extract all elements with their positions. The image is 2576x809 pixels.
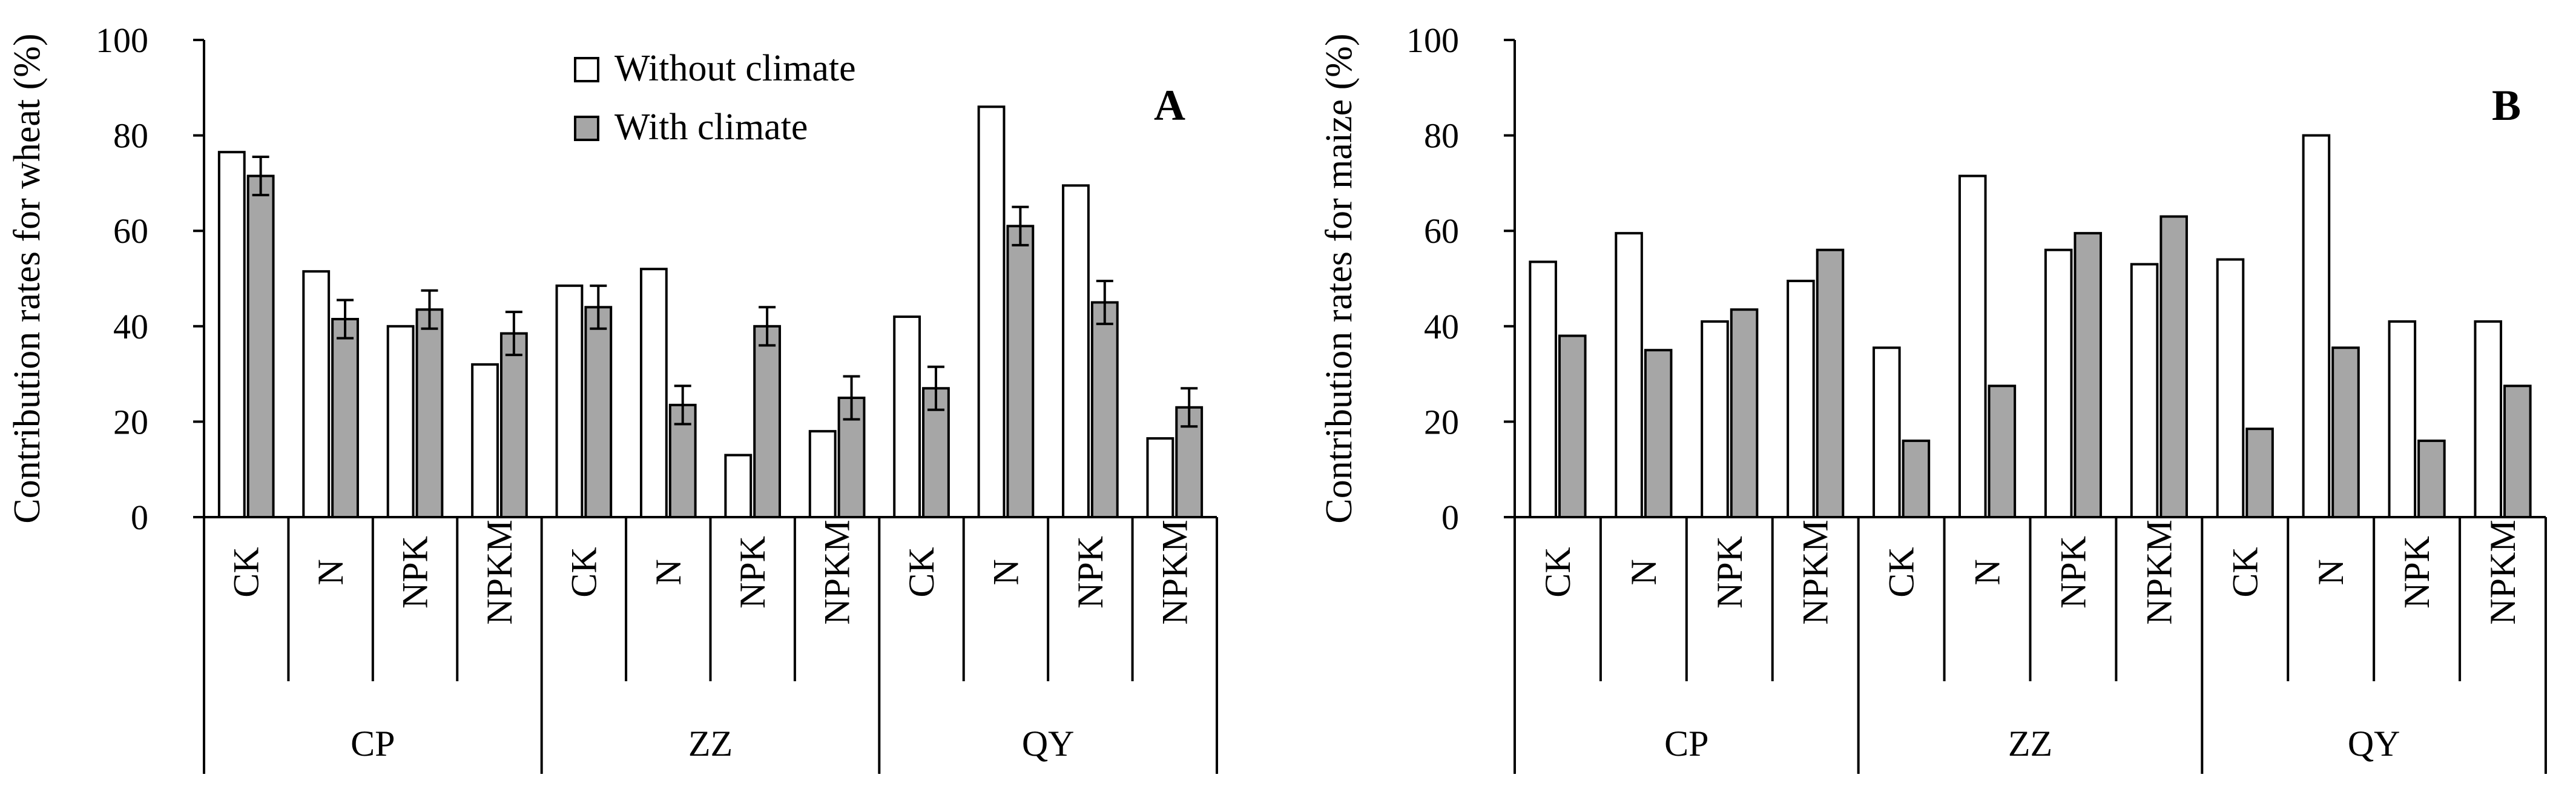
bar-without-climate	[1062, 184, 1090, 518]
bar-without-climate	[1529, 260, 1557, 518]
bar-with-climate	[1558, 334, 1587, 518]
bar-with-climate	[1730, 308, 1759, 518]
group-label: QY	[2348, 724, 2400, 764]
bar-without-climate	[2474, 320, 2503, 518]
panel-label: A	[1154, 81, 1185, 130]
bar-without-climate	[1787, 279, 1815, 518]
category-label: NPKM	[2483, 520, 2523, 624]
bar-with-climate	[2245, 428, 2274, 518]
category-label: CK	[901, 547, 941, 597]
bar-without-climate	[808, 430, 837, 518]
category-label: N	[2311, 559, 2351, 585]
category-label: CK	[564, 547, 604, 597]
bar-without-climate	[555, 284, 584, 518]
legend-swatch-with-climate	[574, 116, 599, 141]
bar-without-climate	[2216, 258, 2245, 518]
category-label: CK	[2225, 547, 2265, 597]
bar-without-climate	[1958, 174, 1987, 518]
bar-with-climate	[2159, 215, 2188, 518]
y-tick-label: 60	[1424, 211, 1459, 251]
bar-with-climate	[2074, 232, 2103, 518]
group-label: ZZ	[688, 724, 733, 764]
category-label: N	[648, 559, 688, 585]
bar-with-climate	[1902, 439, 1931, 518]
category-label: N	[311, 559, 351, 585]
y-tick-label: 0	[131, 498, 148, 537]
bar-without-climate	[302, 270, 331, 518]
category-label: N	[986, 559, 1026, 585]
category-label: N	[1968, 559, 2008, 585]
bar-with-climate	[1006, 225, 1035, 518]
bar-without-climate	[386, 325, 415, 518]
category-label: CK	[1882, 547, 1922, 597]
bar-without-climate	[217, 151, 246, 518]
bar-with-climate	[2331, 346, 2360, 518]
bar-without-climate	[724, 454, 753, 518]
panel-b-maize: 0 20 40 60 80 100 Contribution rates for maize…	[1319, 21, 2547, 774]
bar-with-climate	[1090, 301, 1119, 518]
bar-with-climate	[499, 332, 528, 518]
category-label: NPK	[733, 536, 772, 609]
group-label: CP	[351, 724, 395, 764]
y-tick-label: 80	[113, 116, 148, 156]
category-label: NPK	[2397, 536, 2437, 609]
bar-with-climate	[1988, 385, 2017, 518]
y-tick-label: 20	[113, 402, 148, 441]
bar-without-climate	[639, 268, 668, 518]
category-label: NPK	[2053, 536, 2093, 609]
y-tick-label: 80	[1424, 116, 1459, 156]
bar-with-climate	[2417, 439, 2446, 518]
y-tick-label: 40	[113, 307, 148, 346]
bar-without-climate	[2044, 248, 2073, 518]
bar-with-climate	[1816, 248, 1845, 518]
panel-label: B	[2492, 81, 2521, 130]
bar-without-climate	[1701, 320, 1729, 518]
bar-with-climate	[331, 317, 359, 518]
category-label: CK	[1538, 547, 1578, 597]
bar-with-climate	[246, 174, 275, 518]
bar-with-climate	[2503, 385, 2532, 518]
y-axis-label: Contribution rates for maize (%)	[1319, 33, 1360, 523]
category-label: NPKM	[479, 520, 519, 624]
category-label: NPKM	[817, 520, 857, 624]
bar-without-climate	[1873, 346, 1901, 518]
bar-without-climate	[893, 315, 921, 518]
bar-without-climate	[977, 105, 1006, 518]
legend-label-without-climate: Without climate	[614, 48, 856, 89]
bar-without-climate	[471, 363, 499, 519]
bar-without-climate	[1615, 232, 1643, 518]
y-tick-label: 100	[1406, 21, 1459, 60]
bar-with-climate	[584, 306, 613, 518]
bar-without-climate	[2388, 320, 2417, 518]
category-label: CK	[226, 547, 266, 597]
bar-with-climate	[753, 325, 782, 518]
y-tick-label: 40	[1424, 307, 1459, 346]
group-label: CP	[1664, 724, 1708, 764]
y-tick-label: 100	[96, 21, 148, 60]
category-label: NPKM	[1796, 520, 1836, 624]
bar-without-climate	[1146, 437, 1174, 518]
category-label: NPKM	[1155, 520, 1194, 624]
legend-swatch-without-climate	[574, 57, 599, 82]
category-label: NPK	[395, 536, 435, 609]
category-label: NPK	[1710, 536, 1750, 609]
category-label: NPKM	[2139, 520, 2179, 624]
group-label: ZZ	[2008, 724, 2052, 764]
category-label: N	[1624, 559, 1664, 585]
bar-with-climate	[1644, 349, 1673, 518]
bar-with-climate	[415, 308, 444, 518]
bar-without-climate	[2130, 263, 2159, 518]
group-label: QY	[1022, 724, 1075, 764]
y-tick-label: 60	[113, 211, 148, 251]
y-tick-label: 0	[1441, 498, 1459, 537]
bar-without-climate	[2302, 134, 2331, 519]
category-label: NPK	[1070, 536, 1110, 609]
legend-label-with-climate: With climate	[614, 107, 808, 148]
y-tick-label: 20	[1424, 402, 1459, 441]
y-axis-label: Contribution rates for wheat (%)	[7, 33, 48, 523]
panel-a-wheat: 0 20 40 60 80 100 Contribution rates for wheat…	[7, 21, 1218, 774]
